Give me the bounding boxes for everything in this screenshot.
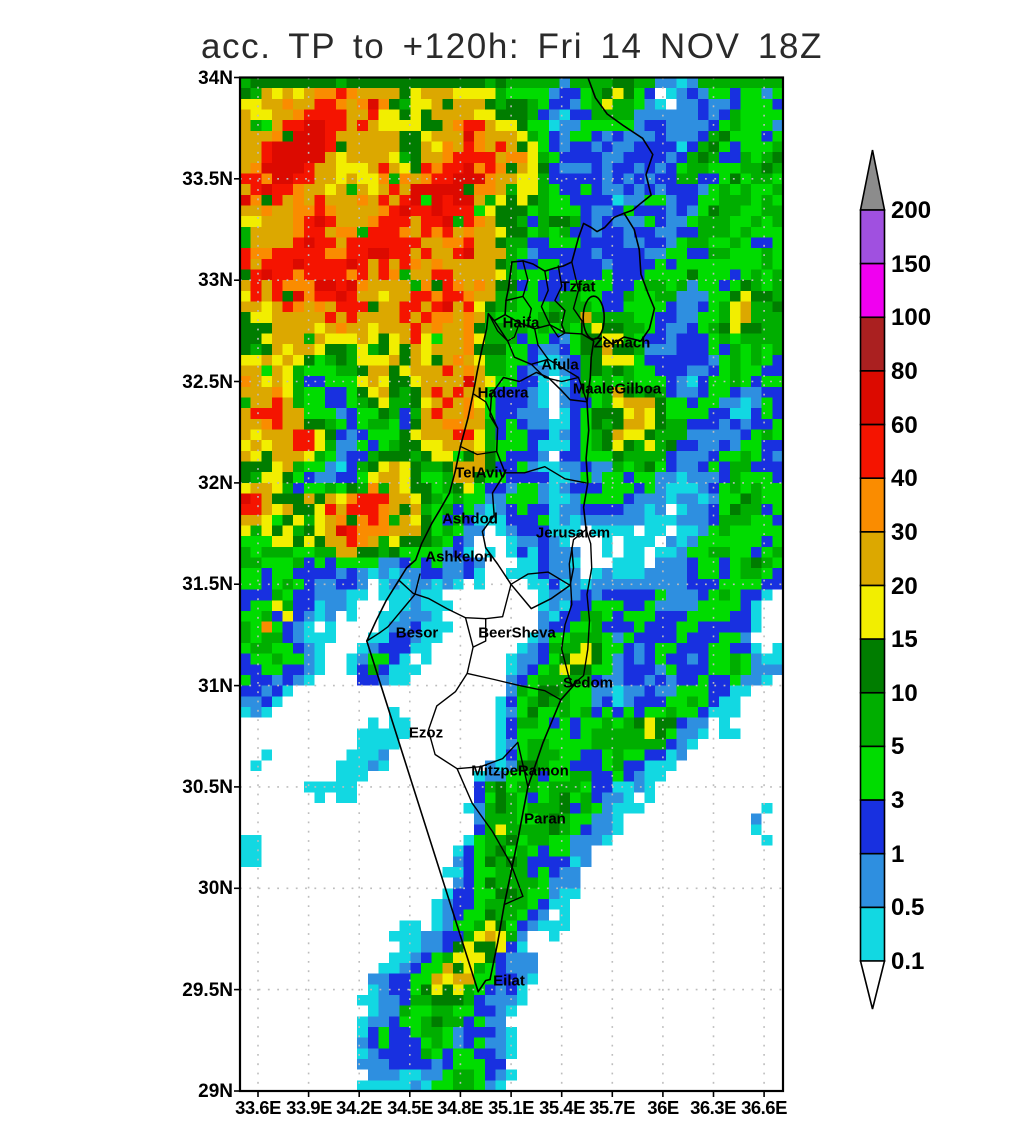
svg-text:29.5N: 29.5N: [182, 980, 233, 1001]
svg-text:Zemach: Zemach: [594, 335, 651, 352]
svg-text:Afula: Afula: [541, 357, 579, 374]
svg-text:33N: 33N: [198, 270, 233, 291]
svg-text:34.2E: 34.2E: [336, 1097, 382, 1118]
svg-text:36.6E: 36.6E: [741, 1097, 787, 1118]
svg-text:40: 40: [891, 465, 918, 492]
svg-text:32N: 32N: [198, 473, 233, 494]
svg-text:BeerSheva: BeerSheva: [478, 625, 556, 642]
svg-text:36E: 36E: [647, 1097, 679, 1118]
svg-text:5: 5: [891, 733, 904, 760]
svg-text:31.5N: 31.5N: [182, 574, 233, 595]
svg-text:33.9E: 33.9E: [286, 1097, 332, 1118]
svg-text:0.5: 0.5: [891, 894, 924, 921]
svg-text:20: 20: [891, 573, 918, 600]
svg-text:35.7E: 35.7E: [589, 1097, 635, 1118]
svg-text:29N: 29N: [198, 1081, 233, 1102]
svg-text:30: 30: [891, 519, 918, 546]
svg-text:10: 10: [891, 680, 918, 707]
svg-text:35.1E: 35.1E: [488, 1097, 534, 1118]
svg-text:acc. TP to +120h: Fri 14 NOV 1: acc. TP to +120h: Fri 14 NOV 18Z: [201, 27, 823, 66]
svg-text:35.4E: 35.4E: [539, 1097, 585, 1118]
svg-text:100: 100: [891, 304, 931, 331]
svg-text:MaaleGilboa: MaaleGilboa: [573, 381, 662, 398]
svg-text:60: 60: [891, 412, 918, 439]
svg-text:15: 15: [891, 626, 918, 653]
svg-text:1: 1: [891, 841, 904, 868]
svg-text:34N: 34N: [198, 68, 233, 89]
svg-text:MitzpeRamon: MitzpeRamon: [471, 763, 569, 780]
svg-text:Ezoz: Ezoz: [409, 725, 443, 742]
svg-text:32.5N: 32.5N: [182, 372, 233, 393]
svg-text:31N: 31N: [198, 676, 233, 697]
svg-text:Besor: Besor: [396, 625, 439, 642]
svg-text:Sedom: Sedom: [563, 675, 613, 692]
svg-text:Jerusalem: Jerusalem: [536, 525, 610, 542]
svg-text:33.5N: 33.5N: [182, 169, 233, 190]
svg-text:34.8E: 34.8E: [437, 1097, 483, 1118]
svg-text:Paran: Paran: [524, 811, 566, 828]
svg-text:Haifa: Haifa: [503, 315, 540, 332]
svg-text:34.5E: 34.5E: [387, 1097, 433, 1118]
svg-text:200: 200: [891, 197, 931, 224]
svg-text:3: 3: [891, 787, 904, 814]
svg-text:30.5N: 30.5N: [182, 777, 233, 798]
svg-text:Tzfat: Tzfat: [561, 279, 596, 296]
svg-text:36.3E: 36.3E: [690, 1097, 736, 1118]
svg-text:33.6E: 33.6E: [235, 1097, 281, 1118]
svg-text:80: 80: [891, 358, 918, 385]
svg-text:150: 150: [891, 251, 931, 278]
svg-text:TelAviv: TelAviv: [455, 465, 507, 482]
svg-text:Ashdod: Ashdod: [442, 511, 498, 528]
svg-text:30N: 30N: [198, 878, 233, 899]
svg-text:Ashkelon: Ashkelon: [425, 549, 493, 566]
svg-text:Eilat: Eilat: [493, 973, 525, 990]
svg-text:Hadera: Hadera: [478, 385, 530, 402]
svg-text:0.1: 0.1: [891, 948, 924, 975]
